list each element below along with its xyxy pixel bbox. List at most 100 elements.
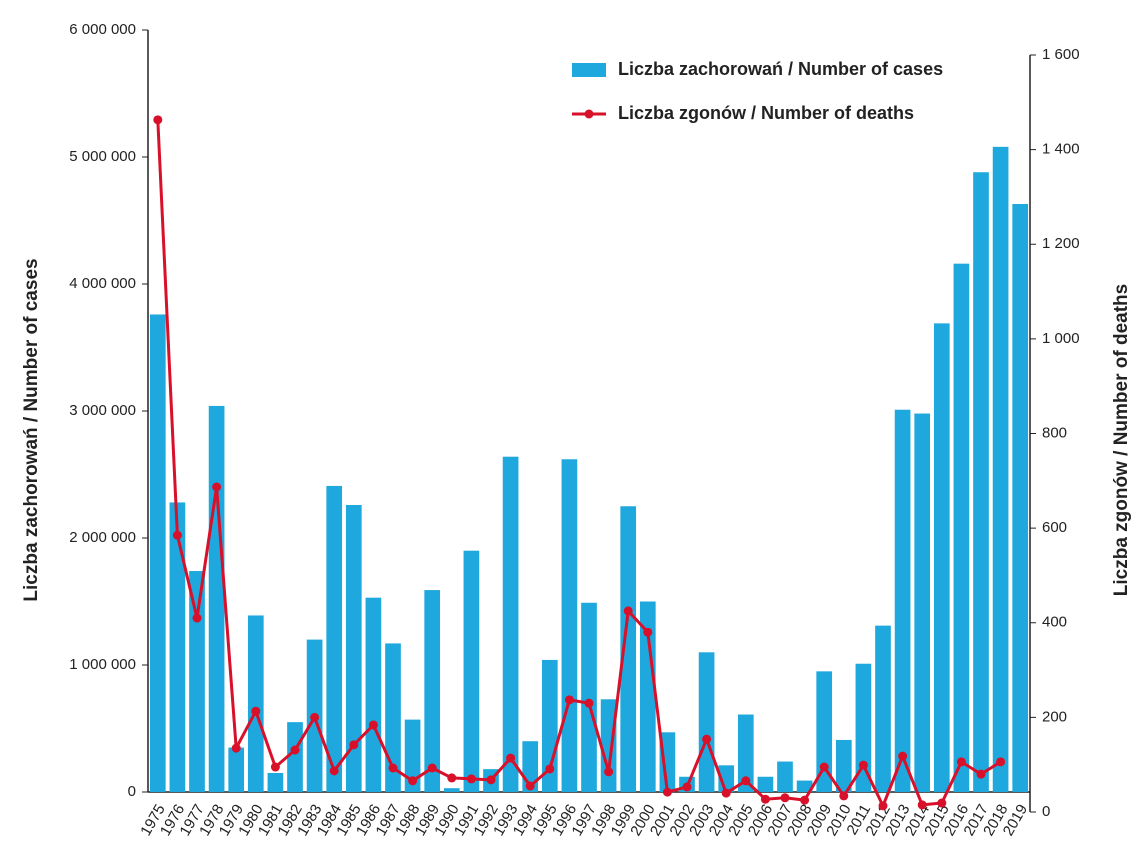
y-tick-label: 3 000 000 <box>69 402 136 419</box>
bar <box>149 314 166 792</box>
line-marker <box>800 795 810 805</box>
y2-tick-label: 200 <box>1042 708 1067 725</box>
line-marker <box>525 781 535 791</box>
line-marker <box>290 745 300 755</box>
line-marker <box>878 801 888 811</box>
y2-tick-label: 1 000 <box>1042 330 1080 347</box>
y2-tick-label: 0 <box>1042 803 1050 820</box>
bar <box>345 504 362 792</box>
line-marker <box>937 798 947 808</box>
y-tick-label: 4 000 000 <box>69 275 136 292</box>
line-marker <box>270 762 280 772</box>
bar <box>1012 203 1029 793</box>
line-marker <box>702 734 712 744</box>
y-tick-label: 0 <box>128 783 136 800</box>
line-marker <box>584 698 594 708</box>
line-marker <box>368 720 378 730</box>
line-marker <box>682 782 692 792</box>
y-tick-label: 5 000 000 <box>69 148 136 165</box>
y-tick-label: 6 000 000 <box>69 21 136 38</box>
bar <box>326 485 343 792</box>
y-tick-label: 1 000 000 <box>69 656 136 673</box>
bar <box>463 550 480 792</box>
line-marker <box>839 791 849 801</box>
bar <box>757 776 774 792</box>
bar <box>816 671 833 792</box>
y-tick-label: 2 000 000 <box>69 529 136 546</box>
line-marker <box>192 613 202 623</box>
line-marker <box>251 706 261 716</box>
bar <box>208 405 225 792</box>
bar <box>894 409 911 792</box>
line-marker <box>172 530 182 540</box>
line-marker <box>427 763 437 773</box>
line-marker <box>956 757 966 767</box>
line-marker <box>898 751 908 761</box>
bar <box>287 722 303 792</box>
line-marker <box>388 763 398 773</box>
bar <box>855 663 872 792</box>
line-marker <box>976 769 986 779</box>
bar <box>561 459 578 792</box>
line-marker <box>153 115 163 125</box>
bar <box>502 456 519 792</box>
line-marker <box>486 775 496 785</box>
line-marker <box>466 774 476 784</box>
y2-tick-label: 1 600 <box>1042 46 1080 63</box>
bar <box>973 172 989 793</box>
line-marker <box>506 753 516 763</box>
bar <box>267 772 284 792</box>
line-marker <box>721 788 731 798</box>
bar <box>581 602 597 792</box>
bar <box>247 615 264 792</box>
line-marker <box>212 482 222 492</box>
bar <box>777 761 793 792</box>
line-marker <box>819 762 829 772</box>
y2-tick-label: 600 <box>1042 519 1067 536</box>
bar <box>914 413 931 792</box>
line-marker <box>447 773 457 783</box>
line-marker <box>564 695 574 705</box>
y2-tick-label: 1 200 <box>1042 235 1080 252</box>
line-marker <box>623 606 633 616</box>
legend-swatch <box>584 109 594 119</box>
bar <box>385 643 401 792</box>
legend-label: Liczba zgonów / Number of deaths <box>618 103 914 123</box>
bar <box>365 597 382 792</box>
bar <box>992 146 1009 793</box>
line <box>156 119 1002 810</box>
y2-tick-label: 800 <box>1042 424 1067 441</box>
line-marker <box>604 767 614 777</box>
bar <box>796 780 813 792</box>
line-marker <box>858 760 868 770</box>
y-axis-title: Liczba zachorowań / Number of cases <box>21 258 42 601</box>
line-marker <box>349 740 359 750</box>
bar <box>189 571 205 792</box>
legend-label: Liczba zachorowań / Number of cases <box>618 59 943 79</box>
bar <box>933 323 950 792</box>
line-marker <box>231 743 241 753</box>
bar <box>600 699 617 792</box>
line-marker <box>917 800 927 810</box>
y2-tick-label: 400 <box>1042 614 1067 631</box>
bar <box>835 739 852 792</box>
y2-tick-label: 1 400 <box>1042 141 1080 158</box>
bar <box>737 714 754 792</box>
bar <box>404 719 421 792</box>
y2-axis-title: Liczba zgonów / Number of deaths <box>1111 284 1132 596</box>
line-marker <box>780 793 790 803</box>
bar <box>659 732 676 792</box>
bar <box>639 601 656 792</box>
bar <box>953 263 970 792</box>
line-marker <box>545 764 555 774</box>
bar <box>620 506 637 792</box>
line-marker <box>996 757 1006 767</box>
line-marker <box>408 776 418 786</box>
line-marker <box>329 766 339 776</box>
line-marker <box>760 794 770 804</box>
bar <box>169 502 186 792</box>
line-marker <box>741 776 751 786</box>
line-marker <box>643 627 653 637</box>
bar <box>875 625 891 792</box>
